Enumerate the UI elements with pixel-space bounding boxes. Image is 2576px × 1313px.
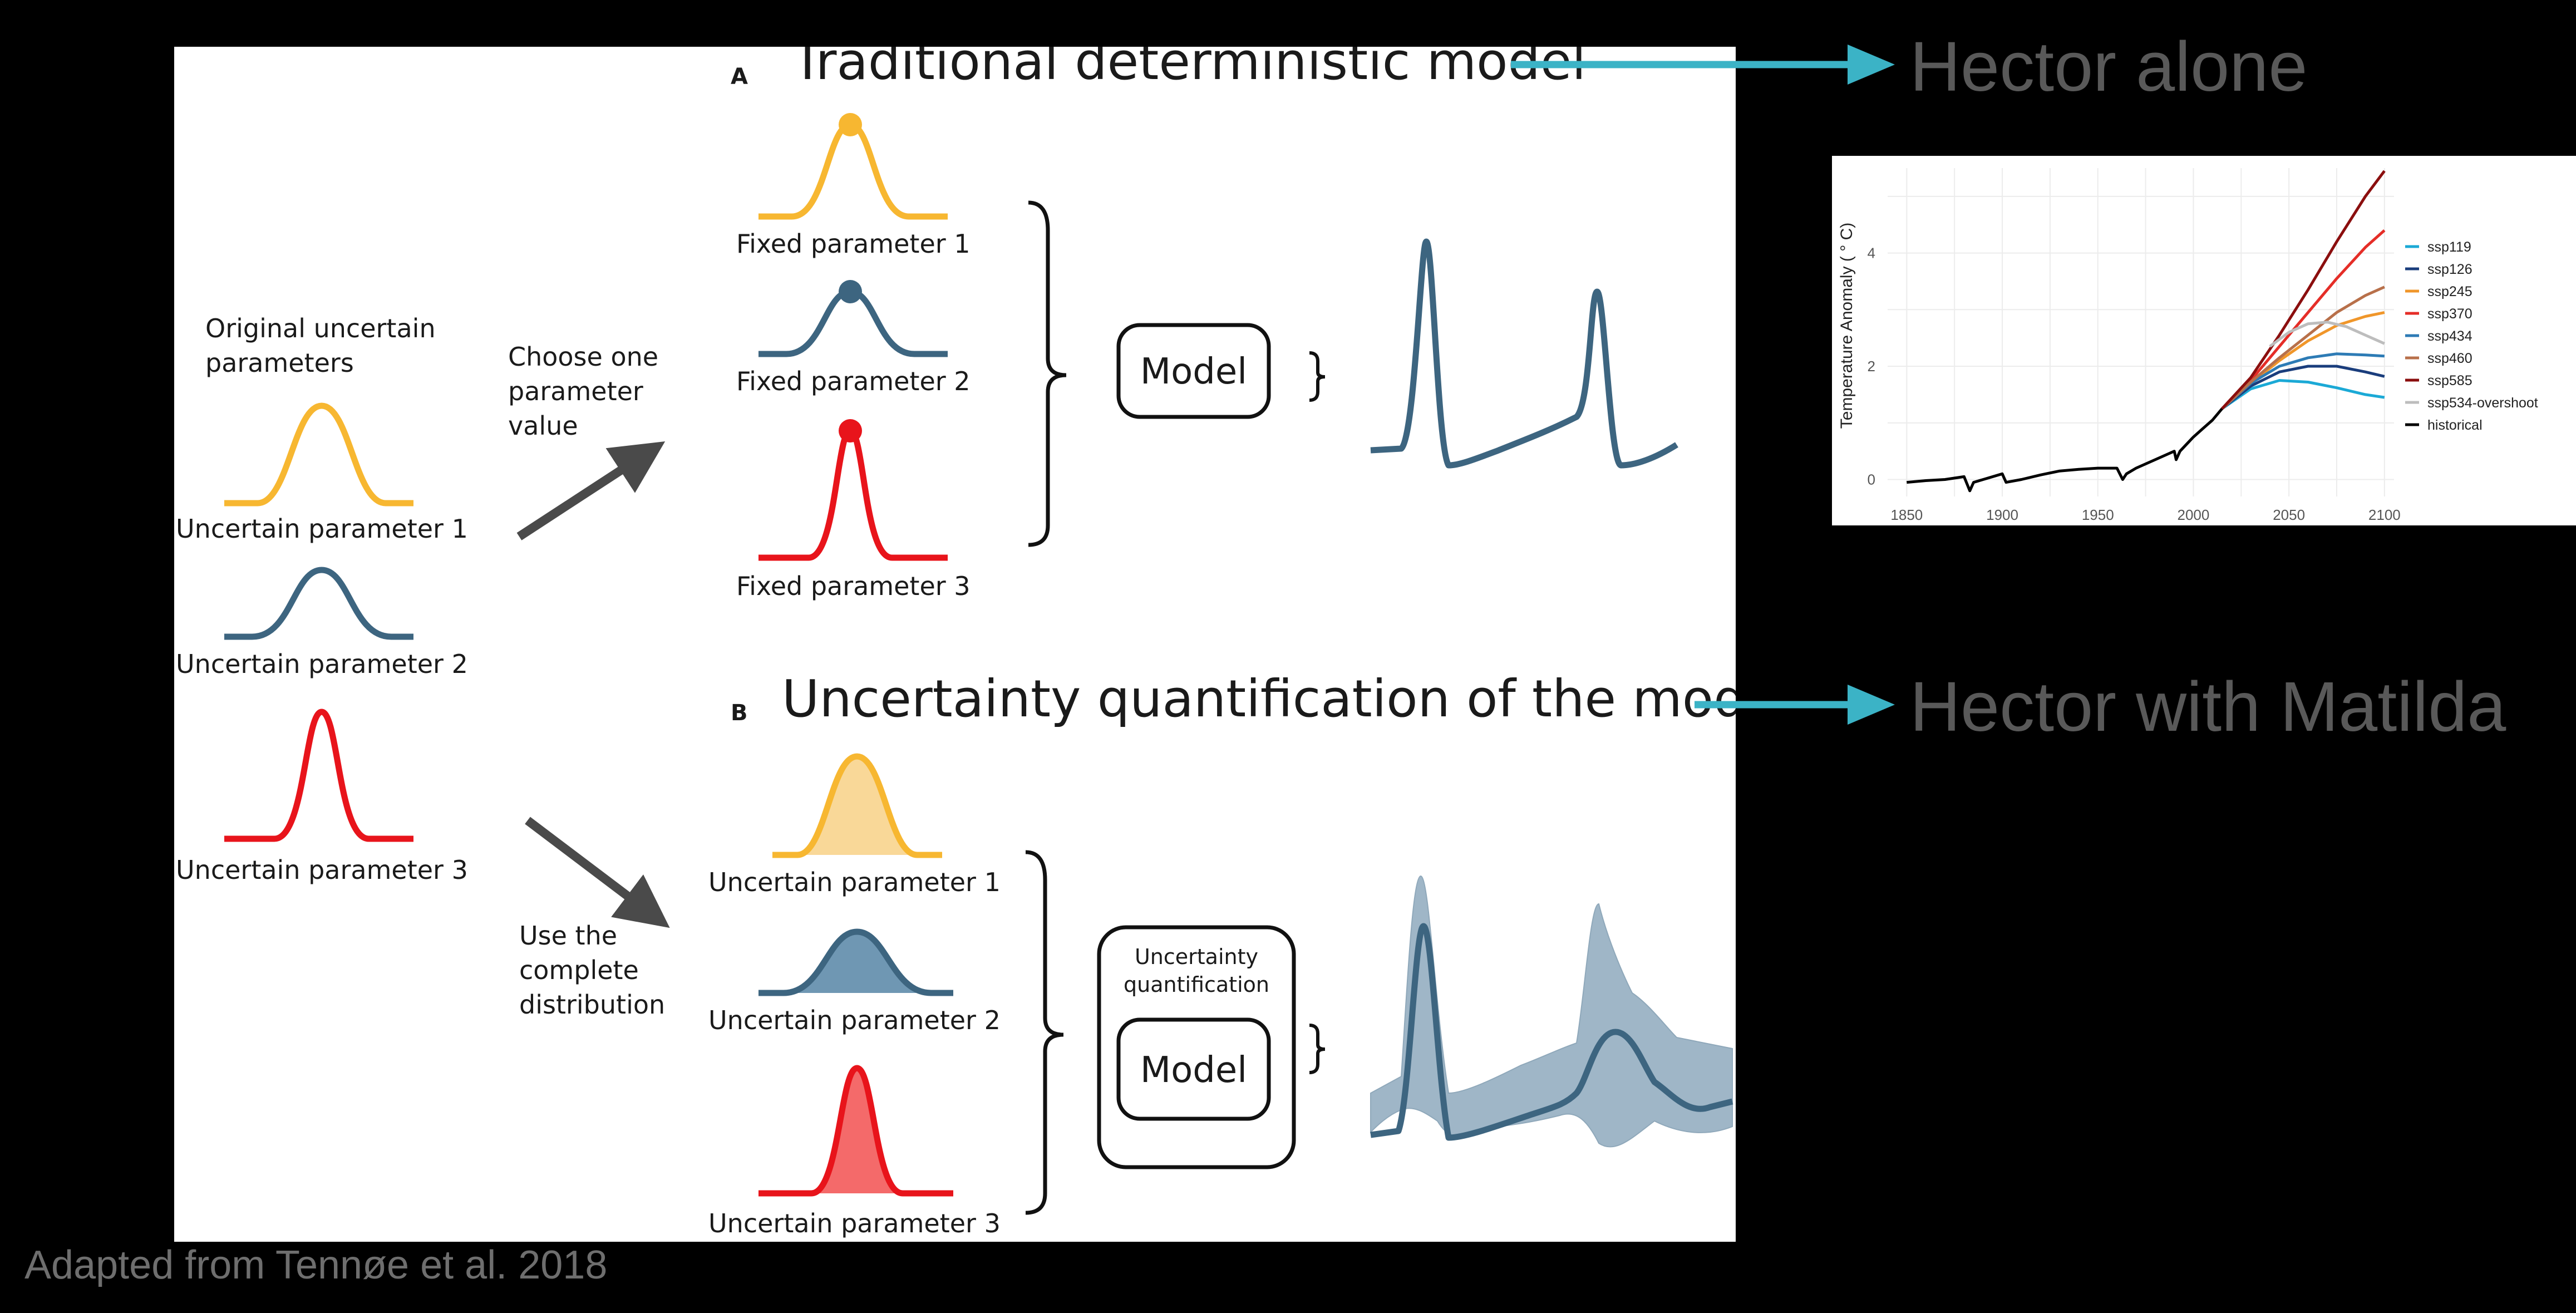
b-param-2-curve: [758, 928, 953, 996]
use-label-line3: distribution: [519, 990, 665, 1020]
fixed-param-3-label: Fixed parameter 3: [736, 571, 971, 601]
use-arrow: [525, 817, 670, 928]
legend-label-ssp370: ssp370: [2427, 306, 2472, 322]
x-tick-label: 2100: [2368, 506, 2401, 523]
b-param-2-fill: [758, 932, 953, 993]
choose-label-line3: value: [508, 411, 578, 441]
model-label-a: Model: [1140, 351, 1247, 392]
temperature-chart-svg: Temperature Anomaly ( ° C) 1850 1900 1950 2…: [1838, 168, 2538, 523]
chart-ylabel: Temperature Anomaly ( ° C): [1838, 223, 1856, 429]
b-param-3-fill: [758, 1068, 953, 1193]
brace-a: [1028, 200, 1067, 547]
use-label-line2: complete: [519, 955, 639, 985]
legend-label-ssp585: ssp585: [2427, 373, 2472, 389]
series-line-ssp534-overshoot: [2269, 321, 2385, 348]
brace-b: [1025, 850, 1064, 1215]
original-label-line2: parameters: [205, 348, 354, 378]
b-param-1-label: Uncertain parameter 1: [708, 867, 1001, 897]
legend-label-historical: historical: [2427, 417, 2483, 433]
model-box-b: [1116, 1017, 1271, 1121]
temperature-chart: Temperature Anomaly ( ° C) 1850 1900 1950 2…: [1832, 156, 2576, 525]
b-param-2-label: Uncertain parameter 2: [708, 1005, 1001, 1035]
fixed-param-2-label: Fixed parameter 2: [736, 366, 971, 396]
b-param-1-fill: [772, 756, 942, 855]
uncertain-param-1-label: Uncertain parameter 1: [176, 514, 468, 544]
fixed-param-1-dot: [839, 113, 862, 136]
series-line-ssp460: [2221, 286, 2385, 410]
output-mean-b: [1370, 923, 1733, 1141]
y-tick-label: 4: [1868, 245, 1875, 262]
panel-a-title: Traditional deterministic model: [791, 47, 1586, 91]
panel-a-letter: A: [731, 64, 748, 90]
original-label-line1: Original uncertain: [205, 313, 436, 343]
legend-label-ssp434: ssp434: [2427, 328, 2472, 344]
pointer-arrow-a-head: [1848, 45, 1895, 85]
y-tick-label: 0: [1868, 471, 1875, 488]
credit-text: Adapted from Tennøe et al. 2018: [24, 1243, 608, 1287]
b-param-1-curve: [772, 753, 942, 858]
figure-panel: A Traditional deterministic model B Unce…: [174, 47, 1736, 1242]
uncertain-param-2-curve: [224, 567, 413, 640]
use-label-line1: Use the: [519, 921, 617, 951]
series-line-historical: [1907, 407, 2223, 493]
series-line-ssp126: [2221, 365, 2385, 410]
hector-alone-label: Hector alone: [1910, 27, 2308, 106]
series-line-ssp585: [2221, 170, 2386, 410]
panel-b-letter: B: [731, 700, 748, 726]
small-brace-b: [1309, 1024, 1326, 1074]
legend-label-ssp460: ssp460: [2427, 351, 2472, 366]
b-param-3-label: Uncertain parameter 3: [708, 1208, 1001, 1238]
model-box-a: [1116, 323, 1271, 419]
small-brace-a: [1309, 351, 1326, 402]
uncertain-param-2-label: Uncertain parameter 2: [176, 649, 468, 679]
plot-area: [1888, 168, 2394, 496]
fixed-param-3-dot: [839, 419, 862, 442]
uq-label-line1: Uncertainty: [1135, 945, 1258, 969]
x-tick-label: 2000: [2178, 506, 2210, 523]
legend-label-ssp534-overshoot: ssp534-overshoot: [2427, 395, 2538, 411]
uncertain-param-3-curve: [224, 709, 413, 842]
y-tick-label: 2: [1868, 358, 1875, 375]
pointer-arrow-b-head: [1848, 685, 1895, 725]
legend-label-ssp245: ssp245: [2427, 284, 2472, 299]
fixed-param-2-dot: [839, 280, 862, 303]
uncertain-param-3-label: Uncertain parameter 3: [176, 855, 468, 885]
x-tick-label: 1950: [2082, 506, 2114, 523]
uq-label-line2: quantification: [1124, 972, 1269, 997]
legend-label-ssp126: ssp126: [2427, 262, 2472, 277]
panel-b-title: Uncertainty quantification of the model: [782, 669, 1736, 729]
x-tick-label: 1850: [1890, 506, 1923, 523]
uncertain-param-1-curve: [224, 402, 413, 506]
legend-label-ssp119: ssp119: [2427, 239, 2471, 255]
model-label-b: Model: [1140, 1050, 1247, 1091]
output-signal-a: [1370, 238, 1678, 469]
x-tick-label: 1900: [1986, 506, 2018, 523]
x-tick-label: 2050: [2273, 506, 2305, 523]
hector-matilda-label: Hector with Matilda: [1910, 667, 2506, 746]
uq-diagram: A Traditional deterministic model B Unce…: [176, 47, 1736, 1238]
b-param-3-curve: [758, 1065, 953, 1197]
series-line-ssp119: [2221, 379, 2385, 410]
fixed-param-1-label: Fixed parameter 1: [736, 229, 971, 259]
choose-arrow: [516, 441, 666, 540]
choose-label-line2: parameter: [508, 376, 643, 406]
choose-label-line1: Choose one: [508, 342, 658, 372]
